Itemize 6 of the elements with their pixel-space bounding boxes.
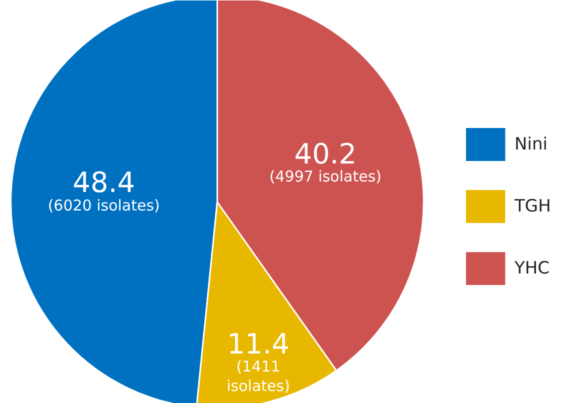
legend-label: Nini — [514, 134, 548, 155]
data-label: 40.2 (4997 isolates) — [269, 138, 382, 186]
legend-label: YHC — [514, 258, 550, 279]
data-label: 11.4 (1411 isolates) — [226, 327, 290, 396]
data-label: 48.4 (6020 isolates) — [48, 166, 160, 214]
legend-label: TGH — [514, 196, 551, 217]
